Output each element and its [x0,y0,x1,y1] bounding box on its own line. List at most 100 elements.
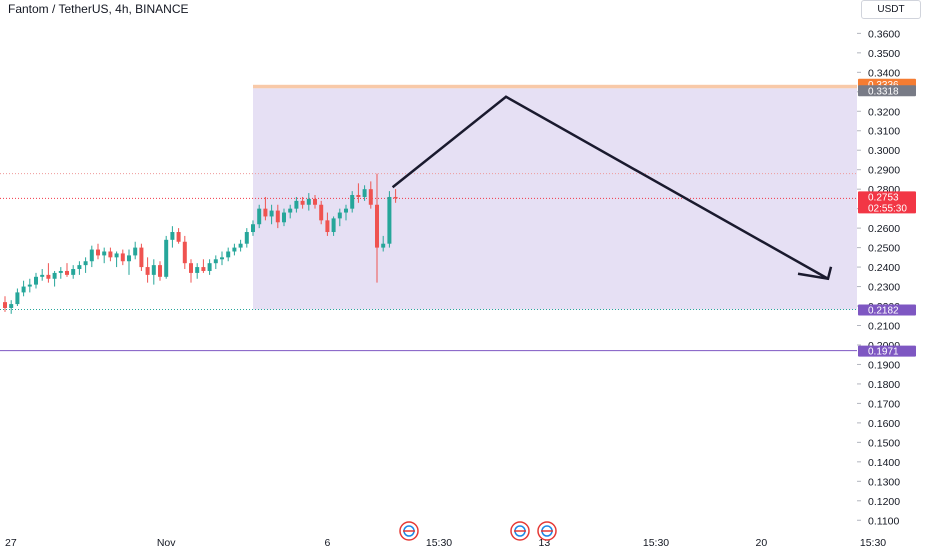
projection-path[interactable] [391,95,829,280]
candle [133,241,138,260]
candle [319,200,324,225]
support-price-tag-bg[interactable] [858,345,916,357]
candle-body [257,208,262,225]
candle-body [15,292,20,305]
candle [263,196,268,221]
candle [65,263,69,277]
candle [114,251,119,268]
price-tick-label: 0.1700 [868,398,900,410]
candle-body [282,212,286,223]
candle-body [102,251,107,256]
candle-body [313,198,317,205]
price-tick-label: 0.1900 [868,359,900,371]
event-icon[interactable] [399,521,419,541]
event-icon[interactable] [510,521,530,541]
currency-button[interactable]: USDT [861,0,921,19]
candle [96,243,100,260]
zone-low-price-tag-bg[interactable] [858,304,916,316]
candle [387,191,392,248]
candle-body [114,253,119,258]
candle-body [34,276,38,285]
candle [46,263,51,283]
candle [145,257,150,283]
candle-body [52,272,57,279]
candle [201,259,206,273]
candle [313,195,317,209]
price-tick-label: 0.1800 [868,379,900,391]
candle-body [269,210,274,217]
horizontal-lines [0,173,857,352]
candle [58,267,63,279]
price-tick-label: 0.3000 [868,145,900,157]
candle-body [133,247,138,256]
candle [213,255,218,270]
candle [102,247,107,264]
candle [282,208,286,227]
candle-body [195,267,200,273]
candle [164,235,169,279]
candle-body [40,274,45,277]
candle-body [176,232,181,242]
candle-body [362,189,367,197]
candle-body [158,265,162,277]
candle [9,300,14,314]
candle-body [189,263,193,273]
candle [362,185,367,201]
range-zone[interactable] [253,88,857,310]
target-low-price-tag: 0.3318 [868,86,899,97]
candle [52,270,57,287]
target-low-price-tag-bg[interactable] [858,85,916,97]
candle [220,251,224,266]
time-tick-label: 15:30 [860,537,886,549]
candle [158,261,162,281]
candle [27,278,32,293]
candle [244,228,249,248]
candle [300,196,305,209]
candle-body [83,261,88,266]
time-axis[interactable]: 27 Nov 6 15:30 13 15:30 20 15:30 [5,537,886,549]
current-price-tag-bg[interactable] [858,191,916,214]
candle [393,189,398,203]
candle-body [21,286,26,293]
candle-body [356,195,361,197]
candle [151,259,156,285]
price-tick-label: 0.3200 [868,106,900,118]
candle [232,243,237,256]
candle-body [65,270,69,275]
candle [226,247,231,262]
target-band[interactable] [253,84,857,89]
price-tick-label: 0.2100 [868,321,900,333]
target-price-tag: 0.3336 [868,80,899,91]
time-tick-label: 15:30 [643,537,669,549]
candle-body [350,195,355,209]
price-tick-label: 0.1100 [868,515,899,527]
candle [40,269,45,281]
candle-body [387,196,392,244]
candle-body [127,255,131,262]
candle [71,265,76,279]
candle-body [319,204,324,221]
candle-body [139,247,144,268]
candle-body [27,284,32,287]
candle [176,228,181,244]
candle-body [9,304,14,308]
event-icon[interactable] [537,521,557,541]
candle [368,181,373,209]
candle-body [77,265,82,270]
candle [381,235,386,252]
candle [170,226,175,248]
candle-body [344,208,348,213]
candle [350,191,355,213]
candle [21,280,26,297]
chart-title[interactable]: Fantom / TetherUS, 4h, BINANCE [8,2,189,16]
candle [89,245,94,268]
candle [306,193,311,211]
candle [275,204,280,229]
candle [15,288,20,307]
candle-body [288,208,293,213]
candle [189,259,193,283]
candle [238,239,243,252]
candle-body [46,274,51,279]
candle-body [108,251,113,258]
